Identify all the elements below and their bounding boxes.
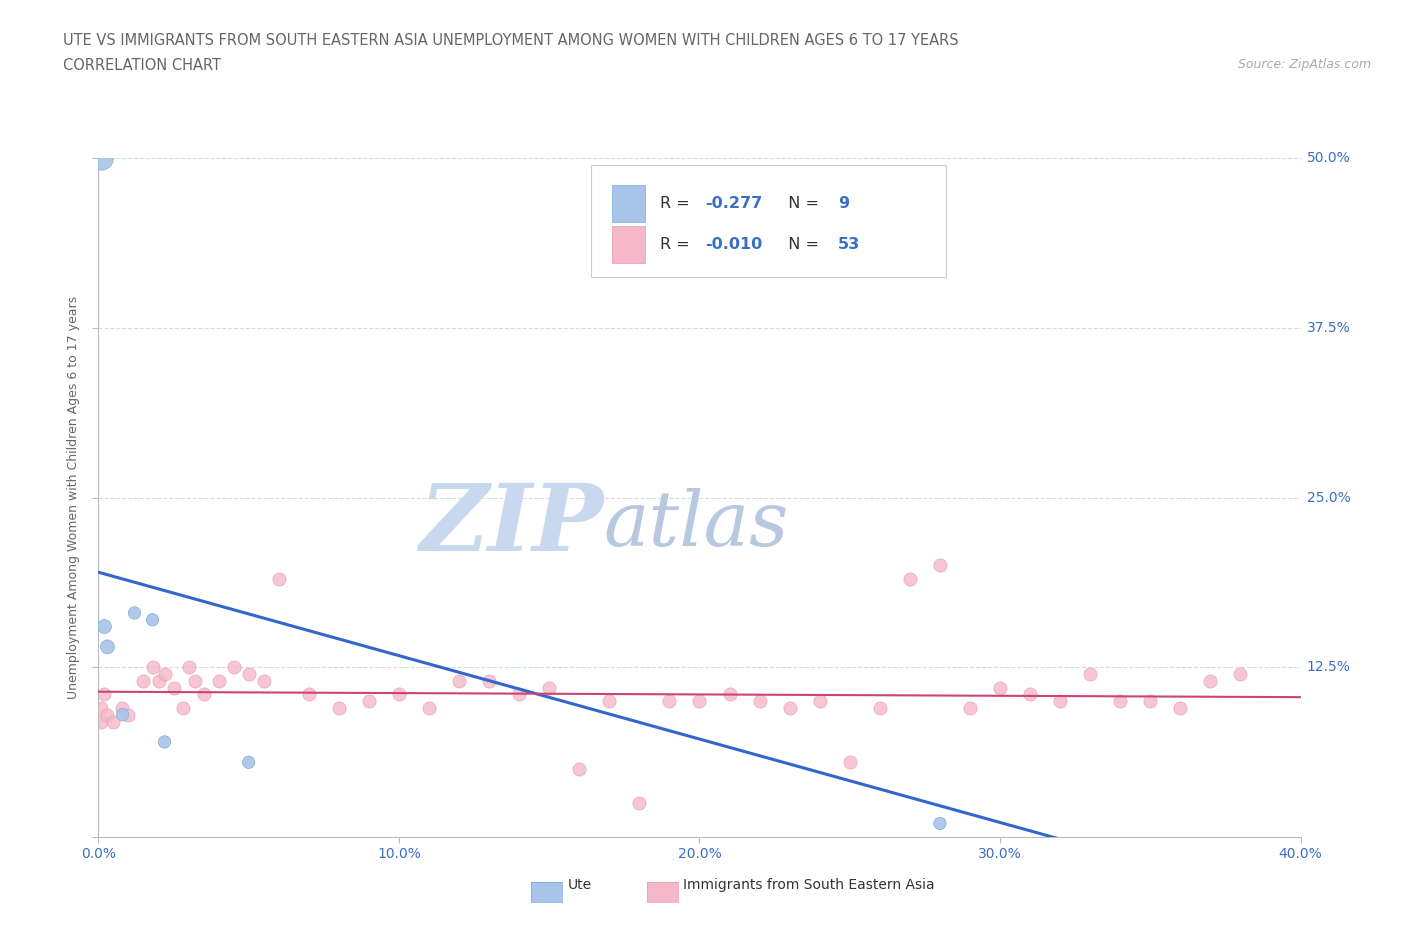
Point — [1049, 694, 1071, 709]
Text: 53: 53 — [838, 237, 860, 252]
Text: -0.277: -0.277 — [706, 196, 762, 211]
Point — [238, 667, 260, 682]
Point — [93, 619, 115, 634]
Point — [1078, 667, 1101, 682]
Point — [132, 673, 155, 688]
Point — [658, 694, 681, 709]
Point — [183, 673, 205, 688]
Point — [748, 694, 770, 709]
Point — [90, 700, 112, 715]
Point — [718, 687, 741, 702]
Point — [898, 572, 921, 587]
Point — [117, 708, 139, 723]
Text: atlas: atlas — [603, 487, 789, 562]
Text: R =: R = — [659, 196, 695, 211]
Point — [253, 673, 276, 688]
Point — [328, 700, 350, 715]
Text: N =: N = — [778, 196, 824, 211]
Point — [208, 673, 231, 688]
Text: ZIP: ZIP — [419, 480, 603, 570]
Point — [90, 714, 112, 729]
Point — [598, 694, 620, 709]
Text: R =: R = — [659, 237, 695, 252]
Bar — [612, 226, 645, 263]
Point — [162, 680, 184, 695]
Y-axis label: Unemployment Among Women with Children Ages 6 to 17 years: Unemployment Among Women with Children A… — [66, 296, 80, 699]
Point — [838, 755, 860, 770]
FancyBboxPatch shape — [592, 165, 946, 277]
Point — [447, 673, 470, 688]
Point — [298, 687, 321, 702]
Text: 50.0%: 50.0% — [1306, 151, 1350, 166]
Point — [988, 680, 1011, 695]
Point — [1199, 673, 1222, 688]
Point — [153, 735, 176, 750]
Point — [172, 700, 194, 715]
Point — [103, 714, 125, 729]
Point — [628, 796, 651, 811]
Point — [193, 687, 215, 702]
Point — [90, 151, 112, 166]
Text: 25.0%: 25.0% — [1306, 490, 1350, 505]
Point — [267, 572, 290, 587]
Point — [779, 700, 801, 715]
Point — [96, 708, 118, 723]
Point — [111, 708, 134, 723]
Text: CORRELATION CHART: CORRELATION CHART — [63, 58, 221, 73]
Point — [869, 700, 891, 715]
Point — [93, 687, 115, 702]
Point — [1170, 700, 1192, 715]
Point — [238, 755, 260, 770]
Point — [1229, 667, 1251, 682]
Point — [478, 673, 501, 688]
Point — [508, 687, 530, 702]
Text: N =: N = — [778, 237, 824, 252]
Point — [177, 660, 200, 675]
Text: UTE VS IMMIGRANTS FROM SOUTH EASTERN ASIA UNEMPLOYMENT AMONG WOMEN WITH CHILDREN: UTE VS IMMIGRANTS FROM SOUTH EASTERN ASI… — [63, 33, 959, 47]
Point — [141, 612, 163, 627]
Point — [111, 700, 134, 715]
Point — [141, 660, 163, 675]
Point — [357, 694, 380, 709]
Point — [959, 700, 981, 715]
Text: 9: 9 — [838, 196, 849, 211]
Point — [388, 687, 411, 702]
Point — [1019, 687, 1042, 702]
Point — [929, 816, 952, 830]
Point — [688, 694, 710, 709]
Point — [808, 694, 831, 709]
Text: -0.010: -0.010 — [706, 237, 762, 252]
Text: 37.5%: 37.5% — [1306, 321, 1350, 335]
Point — [1139, 694, 1161, 709]
Point — [568, 762, 591, 777]
Point — [96, 640, 118, 655]
Point — [148, 673, 170, 688]
Point — [929, 558, 952, 573]
Point — [153, 667, 176, 682]
Point — [418, 700, 440, 715]
Point — [222, 660, 245, 675]
Point — [538, 680, 561, 695]
Point — [124, 605, 146, 620]
Text: Ute: Ute — [568, 878, 592, 893]
Text: 12.5%: 12.5% — [1306, 660, 1350, 674]
Point — [1109, 694, 1132, 709]
Bar — [612, 185, 645, 222]
Text: Immigrants from South Eastern Asia: Immigrants from South Eastern Asia — [683, 878, 935, 893]
Text: Source: ZipAtlas.com: Source: ZipAtlas.com — [1237, 58, 1371, 71]
